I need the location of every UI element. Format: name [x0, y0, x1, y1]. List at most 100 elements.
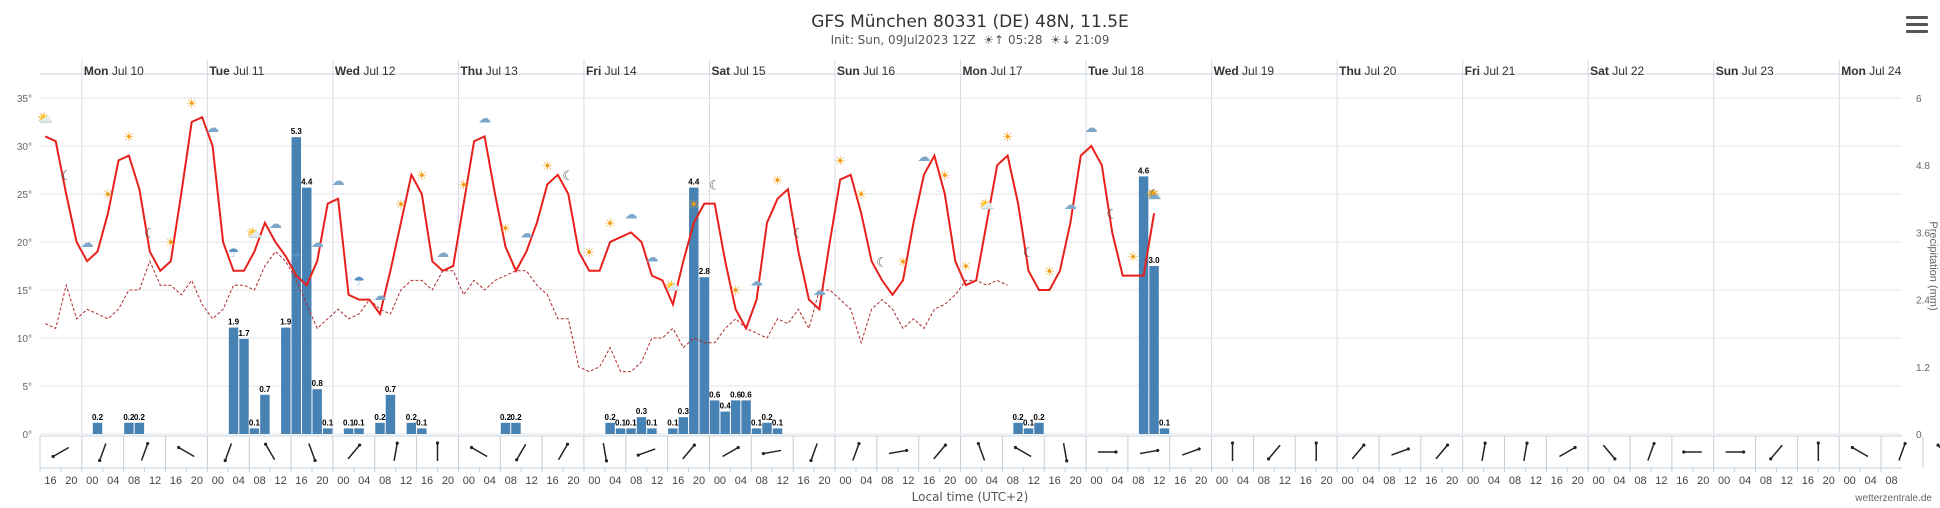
precip-bar	[343, 428, 354, 434]
weather-moon-icon: ☾	[793, 227, 805, 242]
precip-bar	[720, 411, 730, 434]
hour-label: 20	[1321, 475, 1333, 487]
hour-label: 00	[86, 475, 98, 487]
hour-label: 20	[567, 475, 579, 487]
weather-moon-cloud-icon: ☾	[60, 169, 72, 184]
weather-cloud-icon: ☁	[311, 236, 324, 251]
precip-bar	[626, 428, 636, 434]
hour-label: 16	[170, 475, 182, 487]
wind-arrow-head-icon	[515, 458, 519, 462]
hour-label: 20	[818, 475, 830, 487]
precip-label: 0.2	[374, 413, 386, 422]
wind-arrow-icon	[638, 448, 656, 456]
temperature-line	[44, 115, 1156, 331]
wind-arrow-icon	[1647, 443, 1655, 461]
wind-arrow-icon	[224, 443, 233, 461]
precip-bar	[406, 422, 417, 434]
precip-bar	[762, 422, 772, 434]
hour-label: 04	[107, 475, 119, 487]
weather-cloud-sun-icon: ⛅	[665, 279, 681, 294]
hour-label: 16	[1676, 475, 1688, 487]
hour-label: 16	[1300, 475, 1312, 487]
precip-label: 1.7	[238, 329, 250, 338]
y-right-tick: 2.4	[1916, 296, 1930, 307]
precip-bar	[1159, 428, 1170, 434]
wind-arrow-icon	[722, 446, 739, 458]
precip-label: 0.3	[636, 407, 648, 416]
hour-label: 20	[65, 475, 77, 487]
hour-label: 16	[672, 475, 684, 487]
wind-arrow-icon	[977, 443, 986, 461]
wind-arrow-icon	[1015, 446, 1032, 458]
y-right-tick: 1.2	[1916, 363, 1930, 374]
precip-label: 3.0	[1148, 256, 1160, 265]
wind-arrow-icon	[516, 443, 527, 461]
precip-bar	[668, 428, 678, 434]
hour-label: 12	[1781, 475, 1793, 487]
wind-arrow-icon	[682, 444, 695, 460]
precip-bar	[615, 428, 626, 434]
wind-arrow-icon	[1559, 446, 1576, 458]
wind-arrow-icon	[1181, 448, 1200, 456]
y-left-tick: 35°	[17, 94, 32, 105]
precip-bar	[751, 428, 762, 434]
precip-label: 1.9	[228, 318, 240, 327]
hour-label: 04	[1237, 475, 1249, 487]
precip-bar	[500, 422, 511, 434]
hour-label: 04	[1362, 475, 1374, 487]
hour-label: 00	[1090, 475, 1102, 487]
hour-label: 08	[1258, 475, 1270, 487]
weather-cloud-icon: ☁	[206, 121, 219, 136]
wind-arrow-head-icon	[395, 441, 399, 445]
hour-label: 16	[923, 475, 935, 487]
credit-link[interactable]: wetterzentrale.de	[1855, 493, 1932, 504]
weather-sun-icon: ☀	[1002, 131, 1014, 146]
precip-label: 2.8	[699, 267, 711, 276]
weather-cloud-icon: ☁	[750, 275, 763, 290]
weather-sun-icon: ☀	[939, 169, 951, 184]
hour-label: 04	[1613, 475, 1625, 487]
day-label: Tue Jul 18	[1088, 64, 1144, 78]
wind-arrow-icon	[557, 443, 569, 461]
hour-label: 08	[1634, 475, 1646, 487]
wind-arrow-head-icon	[1613, 457, 1617, 461]
day-label: Thu Jul 20	[1339, 64, 1397, 78]
hour-label: 00	[839, 475, 851, 487]
hamburger-icon[interactable]	[1906, 16, 1928, 34]
hour-label: 12	[777, 475, 789, 487]
sunset-time: 21:09	[1074, 33, 1110, 47]
wind-arrow-head-icon	[1769, 457, 1773, 461]
wind-arrow-head-icon	[692, 443, 696, 447]
wind-arrow-head-icon	[1266, 457, 1271, 461]
wind-arrow-head-icon	[1197, 447, 1201, 451]
hour-label: 12	[526, 475, 538, 487]
weather-sun-icon: ☀	[542, 159, 554, 174]
precip-bar	[741, 400, 751, 434]
precip-bar	[92, 422, 103, 434]
sunrise-time: 05:28	[1007, 33, 1043, 47]
hour-label: 20	[442, 475, 454, 487]
weather-sun-icon: ☀	[123, 131, 135, 146]
precip-bar	[291, 137, 302, 434]
precip-label: 0.6	[730, 390, 742, 399]
hour-label: 00	[1844, 475, 1856, 487]
weather-cloud-icon: ☁	[332, 174, 345, 189]
day-label: Mon Jul 17	[963, 64, 1023, 78]
wind-arrow-icon	[393, 443, 398, 461]
precip-label: 1.9	[280, 318, 292, 327]
hour-label: 04	[233, 475, 245, 487]
weather-cloud-icon: ☁	[478, 111, 491, 126]
wind-arrow-icon	[178, 446, 195, 458]
wind-arrow-head-icon	[1483, 441, 1487, 445]
y-right-title: Precipitation (mm)	[1927, 221, 1939, 310]
weather-cloud-icon: ☁	[436, 246, 449, 261]
weather-rain-icon: ☂	[290, 251, 302, 266]
wind-arrow-head-icon	[1573, 445, 1577, 450]
hour-label: 00	[965, 475, 977, 487]
hour-label: 16	[295, 475, 307, 487]
weather-cloud-icon: ☁	[917, 150, 930, 165]
hour-label: 20	[316, 475, 328, 487]
day-label: Thu Jul 13	[460, 64, 518, 78]
hour-label: 12	[902, 475, 914, 487]
wind-arrow-head-icon	[761, 451, 765, 456]
